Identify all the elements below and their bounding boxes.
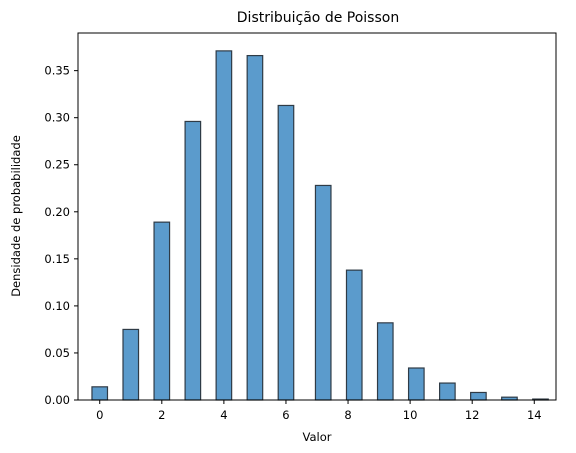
x-tick-label: 6	[282, 408, 289, 422]
bar	[314, 184, 332, 401]
y-tick-label: 0.25	[44, 158, 70, 172]
bar	[376, 322, 394, 401]
bar	[345, 269, 363, 401]
plot-frame	[77, 32, 557, 401]
y-tick-label: 0.10	[44, 299, 70, 313]
y-tick-label: 0.15	[44, 252, 70, 266]
x-tick-label: 14	[527, 408, 542, 422]
y-axis-label: Densidade de probabilidade	[9, 135, 23, 297]
bar	[91, 386, 109, 401]
bars-group	[91, 50, 549, 401]
bar	[215, 50, 233, 401]
x-tick-label: 8	[344, 408, 351, 422]
x-tick-label: 0	[96, 408, 103, 422]
y-tick-label: 0.35	[44, 64, 70, 78]
y-tick-label: 0.30	[44, 111, 70, 125]
x-ticks: 0 2 4 6 8 10 12 14	[96, 400, 542, 422]
y-tick-label: 0.05	[44, 346, 70, 360]
x-tick-label: 10	[403, 408, 418, 422]
x-tick-label: 2	[158, 408, 165, 422]
bar	[122, 328, 140, 401]
chart-title: Distribuição de Poisson	[237, 10, 399, 26]
bar	[407, 367, 425, 401]
y-tick-label: 0.20	[44, 205, 70, 219]
bar	[470, 391, 487, 401]
bar	[439, 382, 456, 401]
x-tick-label: 12	[465, 408, 480, 422]
x-tick-label: 4	[220, 408, 227, 422]
y-tick-label: 0.00	[44, 393, 70, 407]
bar	[153, 221, 171, 401]
bar	[246, 54, 264, 401]
bar	[277, 104, 295, 401]
bar	[184, 120, 202, 401]
x-axis-label: Valor	[303, 430, 332, 444]
y-ticks: 0.00 0.05 0.10 0.15 0.20 0.25 0.30 0.35	[44, 64, 78, 407]
